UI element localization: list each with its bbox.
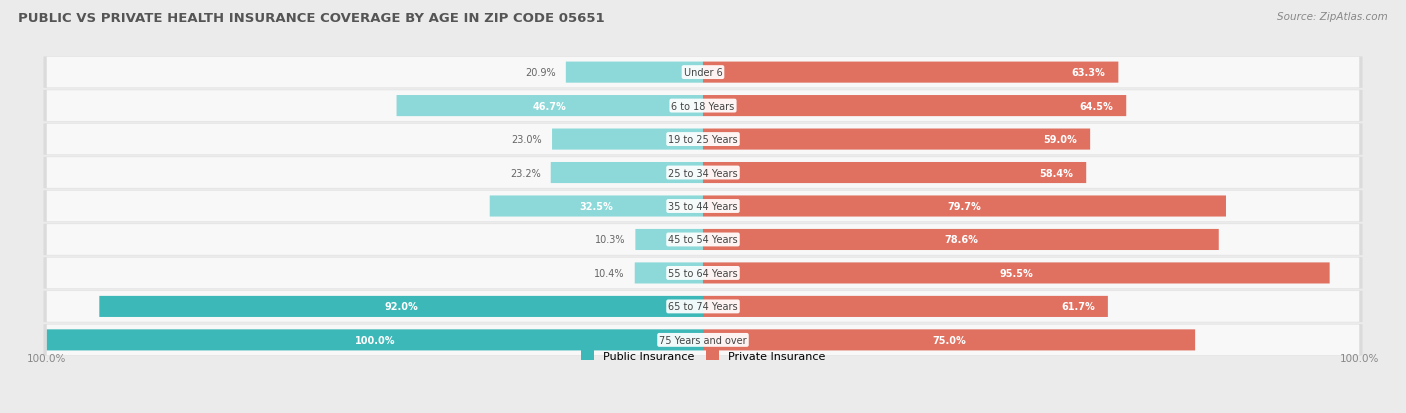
FancyBboxPatch shape — [44, 57, 1362, 89]
FancyBboxPatch shape — [46, 291, 1360, 322]
Text: 95.5%: 95.5% — [1000, 268, 1033, 278]
FancyBboxPatch shape — [634, 263, 703, 284]
Text: 19 to 25 Years: 19 to 25 Years — [668, 135, 738, 145]
FancyBboxPatch shape — [489, 196, 703, 217]
Text: 100.0%: 100.0% — [27, 353, 66, 363]
FancyBboxPatch shape — [703, 62, 1118, 83]
FancyBboxPatch shape — [396, 96, 703, 117]
Text: 61.7%: 61.7% — [1062, 301, 1095, 312]
FancyBboxPatch shape — [703, 330, 1195, 351]
Text: 75.0%: 75.0% — [932, 335, 966, 345]
FancyBboxPatch shape — [46, 57, 1360, 88]
Legend: Public Insurance, Private Insurance: Public Insurance, Private Insurance — [581, 351, 825, 361]
Text: 45 to 54 Years: 45 to 54 Years — [668, 235, 738, 245]
FancyBboxPatch shape — [553, 129, 703, 150]
FancyBboxPatch shape — [44, 124, 1362, 155]
Text: 32.5%: 32.5% — [579, 202, 613, 211]
Text: 46.7%: 46.7% — [533, 101, 567, 112]
Text: 64.5%: 64.5% — [1080, 101, 1114, 112]
FancyBboxPatch shape — [100, 296, 703, 317]
Text: 10.3%: 10.3% — [595, 235, 626, 245]
FancyBboxPatch shape — [44, 224, 1362, 256]
FancyBboxPatch shape — [703, 229, 1219, 250]
FancyBboxPatch shape — [44, 90, 1362, 122]
FancyBboxPatch shape — [44, 291, 1362, 323]
FancyBboxPatch shape — [44, 324, 1362, 356]
Text: 6 to 18 Years: 6 to 18 Years — [672, 101, 734, 112]
Text: 23.0%: 23.0% — [512, 135, 543, 145]
Text: 63.3%: 63.3% — [1071, 68, 1105, 78]
FancyBboxPatch shape — [46, 91, 1360, 122]
FancyBboxPatch shape — [46, 158, 1360, 188]
Text: 100.0%: 100.0% — [354, 335, 395, 345]
FancyBboxPatch shape — [703, 129, 1090, 150]
FancyBboxPatch shape — [46, 330, 703, 351]
Text: 79.7%: 79.7% — [948, 202, 981, 211]
Text: 23.2%: 23.2% — [510, 168, 541, 178]
FancyBboxPatch shape — [703, 263, 1330, 284]
FancyBboxPatch shape — [703, 163, 1087, 184]
Text: 25 to 34 Years: 25 to 34 Years — [668, 168, 738, 178]
Text: 78.6%: 78.6% — [943, 235, 977, 245]
FancyBboxPatch shape — [703, 196, 1226, 217]
Text: 58.4%: 58.4% — [1039, 168, 1073, 178]
FancyBboxPatch shape — [44, 258, 1362, 289]
FancyBboxPatch shape — [46, 258, 1360, 289]
Text: Source: ZipAtlas.com: Source: ZipAtlas.com — [1277, 12, 1388, 22]
Text: 92.0%: 92.0% — [384, 301, 418, 312]
Text: 65 to 74 Years: 65 to 74 Years — [668, 301, 738, 312]
Text: Under 6: Under 6 — [683, 68, 723, 78]
Text: 100.0%: 100.0% — [1340, 353, 1379, 363]
FancyBboxPatch shape — [703, 96, 1126, 117]
FancyBboxPatch shape — [46, 124, 1360, 155]
FancyBboxPatch shape — [46, 325, 1360, 356]
FancyBboxPatch shape — [565, 62, 703, 83]
Text: 10.4%: 10.4% — [595, 268, 624, 278]
FancyBboxPatch shape — [703, 296, 1108, 317]
Text: 35 to 44 Years: 35 to 44 Years — [668, 202, 738, 211]
FancyBboxPatch shape — [46, 225, 1360, 255]
FancyBboxPatch shape — [46, 191, 1360, 222]
Text: 59.0%: 59.0% — [1043, 135, 1077, 145]
Text: 55 to 64 Years: 55 to 64 Years — [668, 268, 738, 278]
Text: 20.9%: 20.9% — [526, 68, 555, 78]
Text: PUBLIC VS PRIVATE HEALTH INSURANCE COVERAGE BY AGE IN ZIP CODE 05651: PUBLIC VS PRIVATE HEALTH INSURANCE COVER… — [18, 12, 605, 25]
FancyBboxPatch shape — [636, 229, 703, 250]
Text: 75 Years and over: 75 Years and over — [659, 335, 747, 345]
FancyBboxPatch shape — [44, 191, 1362, 222]
FancyBboxPatch shape — [44, 157, 1362, 189]
FancyBboxPatch shape — [551, 163, 703, 184]
